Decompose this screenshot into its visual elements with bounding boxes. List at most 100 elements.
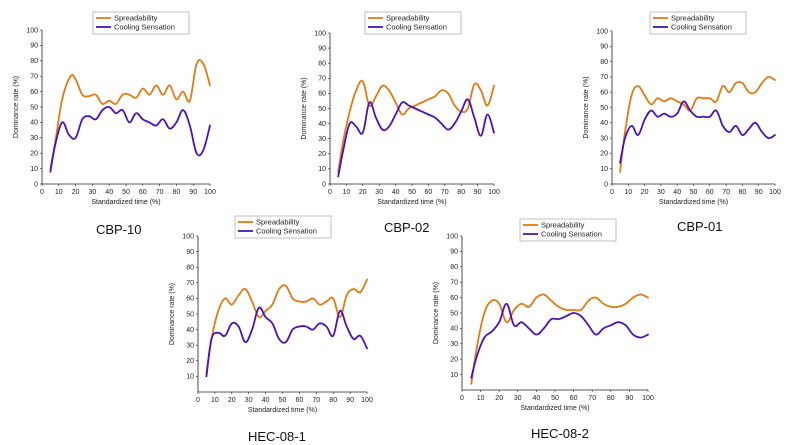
y-tick-label: 30 (318, 136, 326, 143)
x-tick-label: 60 (425, 189, 433, 196)
panel-caption: CBP-02 (384, 220, 430, 235)
y-tick-label: 100 (314, 30, 326, 37)
y-tick-label: 90 (30, 43, 38, 50)
x-tick-label: 10 (343, 189, 351, 196)
y-tick-label: 40 (450, 326, 458, 333)
y-tick-label: 80 (600, 59, 608, 66)
x-tick-label: 40 (392, 189, 400, 196)
y-tick-label: 10 (318, 166, 326, 173)
y-tick-label: 40 (186, 327, 194, 334)
x-tick-label: 60 (139, 189, 147, 196)
x-tick-label: 10 (477, 395, 485, 402)
x-tick-label: 0 (460, 395, 464, 402)
y-tick-label: 100 (26, 27, 38, 34)
x-tick-label: 40 (105, 189, 113, 196)
y-tick-label: 60 (318, 91, 326, 98)
x-tick-label: 100 (204, 189, 216, 196)
y-tick-label: 70 (186, 280, 194, 287)
x-tick-label: 80 (739, 189, 747, 196)
y-axis-label: Dominance rate (%) (301, 77, 308, 139)
legend-entry-label: Spreadability (256, 218, 300, 227)
y-tick-label: 90 (450, 249, 458, 256)
x-tick-label: 60 (706, 189, 714, 196)
y-axis-label: Dominance rate (%) (433, 282, 440, 344)
chart-panel-3: 10 20 30 40 50 60 70 80 90 100 0 10 20 30 40 50 60 70 80 90… (169, 215, 373, 444)
y-tick-label: 50 (600, 105, 608, 112)
y-tick-label: 30 (186, 343, 194, 350)
y-tick-label: 30 (450, 341, 458, 348)
x-axis-label: Standardized time (%) (91, 199, 160, 206)
x-tick-label: 60 (296, 397, 304, 404)
chart-panel-1: 0 10 20 30 40 50 60 70 80 90 100 0 10 20 30 40 50 60 70 80 9… (301, 11, 500, 235)
x-tick-label: 10 (55, 189, 63, 196)
x-tick-label: 50 (551, 395, 559, 402)
y-tick-label: 90 (186, 249, 194, 256)
legend-entry-label: Cooling Sensation (541, 230, 602, 239)
legend-entry-label: Spreadability (671, 14, 715, 23)
series-line-cooling-sensation (337, 98, 495, 178)
x-tick-label: 90 (474, 189, 482, 196)
x-axis-label: Standardized time (%) (377, 199, 446, 206)
legend-entry-label: Cooling Sensation (256, 227, 317, 236)
series-line-spreadability (49, 59, 211, 170)
y-tick-label: 80 (186, 265, 194, 272)
y-tick-label: 100 (596, 28, 608, 35)
x-tick-label: 60 (570, 395, 578, 402)
x-tick-label: 30 (657, 189, 665, 196)
panel-caption: HEC-08-2 (531, 426, 589, 441)
x-tick-label: 70 (156, 189, 164, 196)
y-tick-label: 20 (450, 357, 458, 364)
x-tick-label: 90 (346, 397, 354, 404)
x-tick-label: 20 (495, 395, 503, 402)
x-tick-label: 10 (211, 397, 219, 404)
x-tick-label: 90 (755, 189, 763, 196)
x-axis-label: Standardized time (%) (520, 405, 589, 412)
x-tick-label: 0 (328, 189, 332, 196)
y-tick-label: 80 (450, 264, 458, 271)
y-tick-label: 50 (186, 311, 194, 318)
y-tick-label: 20 (186, 358, 194, 365)
y-tick-label: 60 (450, 295, 458, 302)
legend-box (649, 11, 747, 35)
y-tick-label: 80 (30, 58, 38, 65)
y-tick-label: 40 (30, 120, 38, 127)
y-tick-label: 100 (446, 233, 458, 240)
y-tick-label: 80 (318, 61, 326, 68)
y-tick-label: 20 (318, 151, 326, 158)
series-line-cooling-sensation (470, 302, 649, 379)
y-tick-label: 90 (600, 44, 608, 51)
legend-entry-label: Cooling Sensation (671, 23, 732, 32)
y-tick-label: 60 (30, 89, 38, 96)
x-tick-label: 50 (408, 189, 416, 196)
y-tick-label: 50 (318, 106, 326, 113)
x-tick-label: 100 (769, 189, 781, 196)
y-tick-label: 90 (318, 45, 326, 52)
x-tick-label: 70 (441, 189, 449, 196)
legend-entry-label: Spreadability (114, 14, 158, 23)
x-tick-label: 80 (329, 397, 337, 404)
x-tick-label: 40 (533, 395, 541, 402)
chart-panel-2: 0 10 20 30 40 50 60 70 80 90 100 0 10 20 30 40 50 60 70 80 9… (583, 11, 781, 234)
series-line-spreadability (619, 75, 776, 173)
x-tick-label: 30 (89, 189, 97, 196)
x-tick-label: 100 (642, 395, 654, 402)
x-tick-label: 80 (457, 189, 465, 196)
x-tick-label: 50 (690, 189, 698, 196)
y-tick-label: 50 (450, 310, 458, 317)
y-tick-label: 40 (600, 120, 608, 127)
x-tick-label: 80 (607, 395, 615, 402)
x-tick-label: 70 (588, 395, 596, 402)
y-tick-label: 20 (30, 151, 38, 158)
legend-entry-label: Spreadability (541, 221, 585, 230)
legend-entry-label: Cooling Sensation (114, 23, 175, 32)
y-tick-label: 40 (318, 121, 326, 128)
y-tick-label: 20 (600, 151, 608, 158)
y-axis-label: Dominance rate (%) (169, 283, 176, 345)
y-tick-label: 60 (600, 90, 608, 97)
y-tick-label: 10 (600, 166, 608, 173)
legend-box (234, 215, 332, 239)
x-axis-label: Standardized time (%) (248, 407, 317, 414)
x-tick-label: 10 (624, 189, 632, 196)
